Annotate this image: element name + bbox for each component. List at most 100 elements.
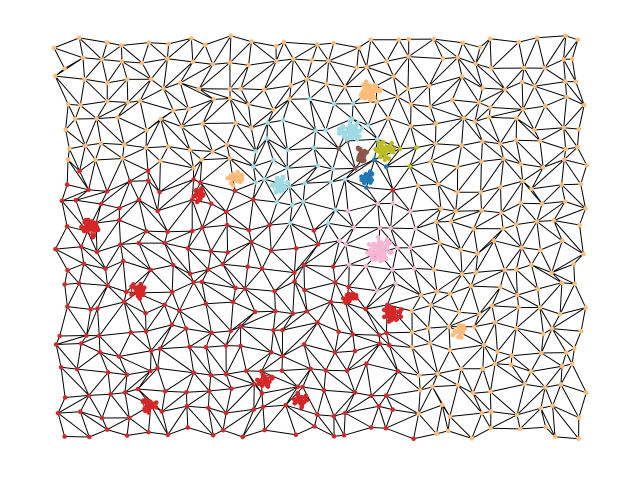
graph-edge: [105, 260, 124, 270]
graph-edge: [515, 140, 522, 164]
graph-node: [352, 294, 357, 299]
graph-edge: [122, 261, 127, 292]
graph-node: [390, 407, 396, 412]
graph-edge: [96, 116, 118, 120]
graph-node: [415, 183, 421, 189]
graph-node: [459, 74, 465, 79]
graph-edge: [240, 88, 249, 105]
graph-node: [146, 429, 151, 435]
graph-edge: [389, 344, 420, 376]
graph-node: [341, 296, 346, 301]
graph-edge: [378, 405, 393, 411]
graph-node: [260, 372, 266, 377]
graph-node: [390, 312, 396, 317]
graph-edge: [251, 41, 277, 47]
graph-node: [479, 410, 485, 416]
graph-node: [136, 240, 142, 246]
graph-edge: [163, 88, 189, 110]
graph-edge: [392, 166, 411, 191]
graph-node: [119, 43, 124, 48]
graph-edge: [185, 328, 190, 347]
graph-node: [93, 157, 98, 163]
graph-edge: [138, 199, 158, 212]
graph-edge: [353, 203, 379, 228]
graph-edge: [150, 58, 168, 80]
graph-edge: [437, 183, 457, 212]
graph-edge: [193, 269, 209, 283]
graph-edge: [377, 203, 392, 229]
graph-node: [259, 391, 265, 396]
graph-edge: [273, 98, 290, 111]
graph-node: [476, 100, 482, 105]
graph-node: [342, 177, 348, 182]
graph-edge: [344, 86, 354, 104]
graph-edge: [168, 37, 192, 45]
graph-edge: [306, 301, 331, 312]
graph-node: [307, 96, 313, 102]
graph-node: [447, 414, 453, 419]
graph-edge: [165, 390, 187, 393]
graph-node: [116, 354, 122, 359]
graph-node: [513, 222, 519, 227]
graph-node: [513, 138, 519, 143]
graph-node: [284, 165, 290, 171]
graph-edge: [347, 203, 378, 212]
graph-node: [84, 333, 89, 338]
graph-edge: [511, 352, 542, 357]
graph-node: [364, 185, 369, 190]
graph-edge: [96, 102, 129, 120]
graph-node: [409, 345, 415, 350]
graph-edge: [67, 306, 91, 310]
graph-edge: [430, 145, 462, 162]
graph-edge: [480, 192, 482, 211]
graph-node: [447, 291, 453, 297]
graph-edge: [430, 293, 451, 306]
graph-edge: [499, 143, 505, 160]
graph-edge: [201, 281, 207, 304]
graph-node: [186, 106, 191, 112]
graph-edge: [179, 82, 189, 109]
graph-edge: [411, 310, 429, 329]
graph-node: [271, 107, 276, 113]
graph-node: [223, 343, 229, 348]
graph-node: [146, 410, 151, 415]
graph-edge: [561, 352, 567, 367]
graph-node: [231, 173, 237, 178]
graph-edge: [253, 166, 257, 183]
graph-edge: [353, 101, 377, 105]
graph-node: [435, 181, 441, 187]
graph-edge: [366, 39, 372, 68]
graph-edge: [413, 433, 437, 440]
graph-edge: [475, 269, 505, 273]
graph-node: [502, 87, 508, 92]
graph-edge: [123, 129, 147, 146]
graph-node: [242, 286, 248, 291]
graph-edge: [430, 342, 451, 351]
graph-edge: [344, 168, 356, 180]
graph-node: [384, 308, 389, 314]
graph-node: [577, 222, 582, 228]
graph-edge: [100, 191, 108, 205]
graph-edge: [390, 227, 398, 249]
graph-edge: [313, 147, 319, 166]
graph-edge: [410, 85, 430, 105]
graph-edge: [500, 286, 518, 296]
graph-edge: [79, 411, 90, 438]
graph-edge: [560, 384, 580, 418]
graph-node: [559, 280, 565, 286]
graph-node: [372, 157, 377, 162]
graph-edge: [418, 375, 421, 391]
graph-edge: [516, 139, 541, 142]
graph-edge: [244, 288, 256, 313]
graph-edge: [145, 313, 147, 332]
graph-edge: [573, 264, 576, 284]
graph-edge: [64, 284, 68, 307]
graph-edge: [313, 147, 334, 170]
graph-edge: [457, 161, 482, 168]
graph-node: [302, 180, 308, 186]
graph-edge: [500, 212, 504, 229]
graph-edge: [493, 240, 522, 248]
graph-node: [576, 415, 582, 420]
graph-edge: [81, 335, 100, 344]
graph-edge: [198, 88, 231, 99]
